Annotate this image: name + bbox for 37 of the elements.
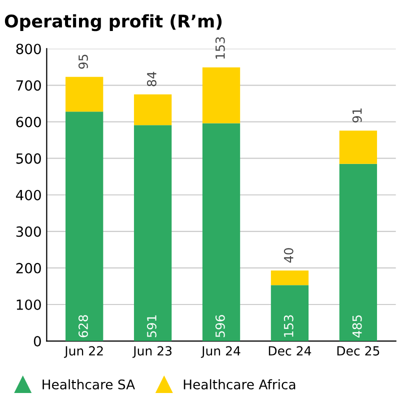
bar — [134, 125, 172, 342]
bar — [270, 285, 309, 342]
bar — [202, 123, 240, 342]
y-tick-label: 0 — [34, 336, 41, 347]
bar — [202, 67, 240, 124]
y-tick-label: 200 — [16, 262, 41, 274]
legend-label: Healthcare Africa — [184, 379, 296, 390]
data-label: 40 — [284, 248, 294, 263]
x-tick-label: Dec 25 — [337, 346, 380, 356]
bar — [339, 164, 378, 342]
data-label: 84 — [146, 72, 156, 86]
bar — [134, 94, 172, 126]
data-label: 591 — [146, 315, 156, 338]
y-tick-label: 400 — [16, 190, 41, 200]
data-label: 596 — [215, 315, 225, 338]
data-label: 153 — [215, 37, 225, 59]
bar — [339, 130, 378, 164]
data-label: 628 — [78, 315, 88, 338]
y-tick-label: 600 — [16, 116, 41, 128]
x-tick-label: Dec 24 — [268, 346, 312, 356]
x-tick-label: Jun 24 — [200, 346, 240, 358]
data-label: 153 — [284, 315, 294, 337]
y-tick-label: 700 — [16, 80, 41, 91]
bar — [66, 76, 104, 112]
bar — [270, 270, 309, 286]
y-tick-label: 500 — [16, 153, 41, 164]
bar — [66, 112, 104, 342]
data-label: 95 — [78, 54, 88, 69]
y-tick-label: 300 — [16, 226, 41, 237]
y-tick-label: 800 — [16, 44, 41, 54]
x-tick-label: Jun 23 — [132, 346, 172, 358]
x-tick-label: Jun 22 — [64, 346, 103, 358]
y-tick-label: 100 — [16, 299, 41, 310]
data-label: 91 — [352, 108, 362, 122]
data-label: 485 — [352, 315, 362, 338]
legend-label: Healthcare SA — [42, 379, 135, 390]
chart-title: Operating profit (R’m) — [4, 14, 222, 32]
